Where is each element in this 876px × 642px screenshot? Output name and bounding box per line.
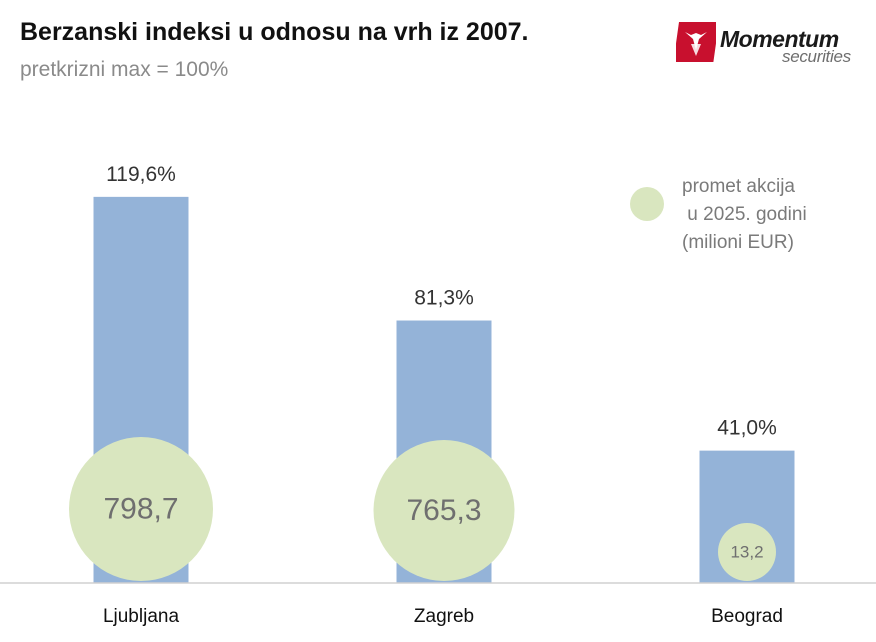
- category-label-beograd: Beograd: [711, 606, 783, 627]
- bubbles-group: [69, 437, 776, 581]
- legend-bubble-marker: [630, 187, 664, 221]
- bubble-zagreb: [373, 440, 515, 581]
- bubble-beograd: [718, 523, 776, 581]
- category-label-zagreb: Zagreb: [414, 606, 474, 627]
- bubble-label-zagreb: 765,3: [406, 494, 481, 527]
- category-label-ljubljana: Ljubljana: [103, 606, 179, 627]
- chart-subtitle: pretkrizni max = 100%: [20, 58, 229, 81]
- logo-word-momentum: Momentum: [720, 26, 839, 52]
- logo-word-securities: securities: [782, 47, 851, 66]
- value-label-zagreb: 81,3%: [414, 287, 474, 310]
- bubble-label-ljubljana: 798,7: [103, 493, 178, 526]
- momentum-securities-logo: Momentum securities: [672, 20, 864, 70]
- chart-title: Berzanski indeksi u odnosu na vrh iz 200…: [20, 18, 529, 46]
- legend-label: promet akcija u 2025. godini (milioni EU…: [682, 176, 807, 253]
- value-label-ljubljana: 119,6%: [106, 163, 176, 186]
- bull-logo-icon: [676, 22, 716, 62]
- bubble-ljubljana: [69, 437, 213, 581]
- labels-group: 119,6% Ljubljana 798,7 81,3% Zagreb 765,3 41,0…: [103, 163, 783, 627]
- value-label-beograd: 41,0%: [717, 417, 777, 440]
- bubble-label-beograd: 13,2: [730, 543, 763, 562]
